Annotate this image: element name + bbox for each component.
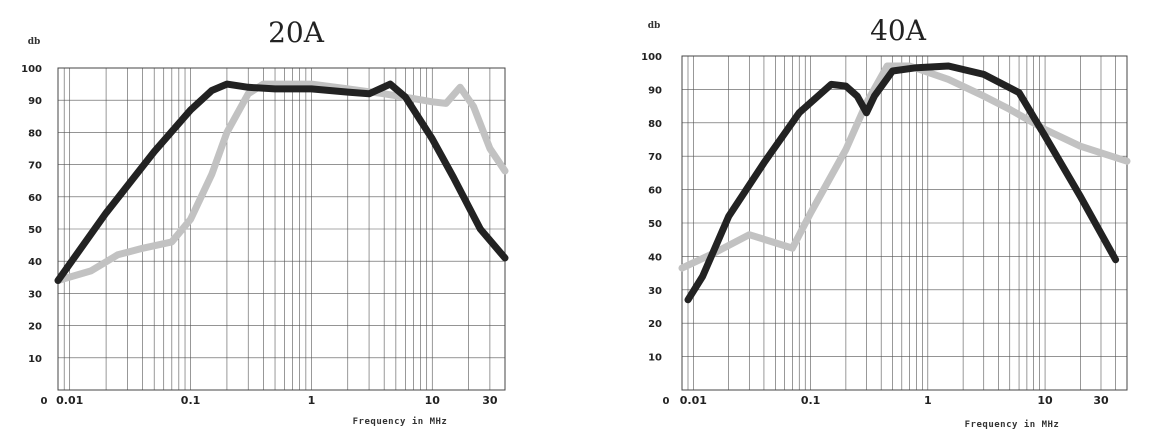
y-axis-unit: db (648, 21, 661, 31)
x-axis-label: Frequency in MHz (353, 416, 448, 427)
y-tick-label: 10 (28, 354, 42, 365)
x-tick-label: 0.01 (680, 394, 707, 407)
y-tick-label: 90 (648, 85, 662, 96)
y-tick-label: 100 (641, 52, 662, 63)
y-tick-label: 30 (648, 286, 662, 297)
y-tick-label: 70 (648, 152, 662, 163)
y-axis-unit: db (28, 37, 41, 47)
chart-title: 20A (268, 16, 325, 49)
y-tick-label: 80 (28, 128, 42, 139)
x-tick-label: 30 (482, 394, 498, 407)
y-tick-label: 70 (28, 161, 42, 172)
chart-20a: 20A db 0 10 20 30 40 50 60 70 80 90 100 0.01 0.1 1 10 30 F… (21, 16, 509, 427)
y-tick-label: 50 (28, 225, 42, 236)
y-tick-label: 30 (28, 289, 42, 300)
plot-frame (57, 67, 506, 391)
chart-40a: 40A db 0 10 20 30 40 50 60 70 80 90 100 0.01 0.1 1 10 30 F… (641, 14, 1131, 430)
series-line-dark (54, 80, 509, 284)
x-tick-label: 0.1 (181, 394, 201, 407)
y-tick-label: 40 (648, 252, 662, 263)
y-tick-label: 60 (648, 186, 662, 197)
x-tick-label: 10 (425, 394, 441, 407)
x-tick-label: 1 (308, 394, 316, 407)
grid (58, 67, 505, 390)
x-axis-label: Frequency in MHz (965, 419, 1060, 430)
y-tick-label: 0 (41, 396, 48, 407)
y-tick-label: 60 (28, 193, 42, 204)
x-tick-label: 0.1 (801, 394, 821, 407)
y-tick-label: 10 (648, 353, 662, 364)
chart-title: 40A (870, 14, 927, 47)
x-tick-label: 30 (1093, 394, 1109, 407)
y-tick-label: 40 (28, 257, 42, 268)
x-tick-label: 10 (1037, 394, 1053, 407)
y-tick-label: 20 (648, 319, 662, 330)
series-line-dark (684, 62, 1120, 304)
plot-frame (681, 55, 1128, 391)
grid (682, 55, 1127, 390)
y-tick-label: 0 (663, 396, 670, 407)
y-tick-label: 50 (648, 219, 662, 230)
y-tick-label: 20 (28, 322, 42, 333)
y-tick-label: 90 (28, 96, 42, 107)
x-tick-label: 1 (924, 394, 932, 407)
x-tick-label: 0.01 (56, 394, 83, 407)
series-line-light (54, 80, 509, 284)
y-tick-label: 80 (648, 119, 662, 130)
y-tick-label: 100 (21, 64, 42, 75)
